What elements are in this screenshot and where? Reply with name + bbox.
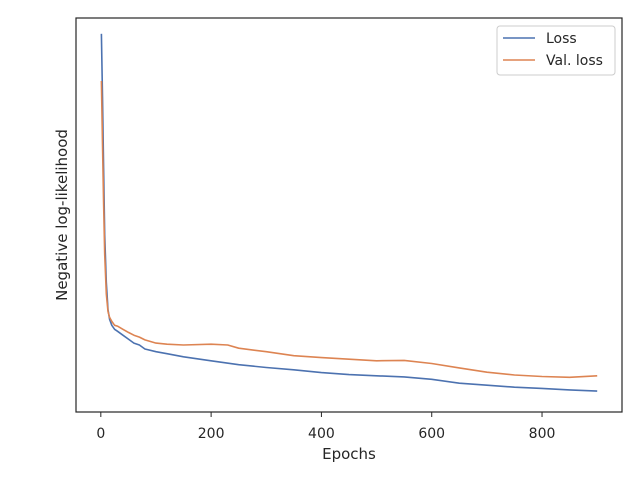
series-line-val-loss: [100, 80, 598, 379]
x-tick-label: 400: [308, 426, 335, 442]
x-axis-ticks: 0 200 400 600 800: [96, 412, 555, 442]
series-lines: [100, 33, 598, 392]
legend-label-loss: Loss: [546, 31, 577, 47]
x-axis-label: Epochs: [322, 445, 376, 463]
x-tick-label: 600: [418, 426, 445, 442]
legend: Loss Val. loss: [496, 25, 616, 76]
x-tick-label: 200: [198, 426, 225, 442]
legend-label-val-loss: Val. loss: [546, 53, 603, 69]
x-tick-label: 800: [529, 426, 556, 442]
x-tick-label: 0: [96, 426, 105, 442]
plot-background: [75, 17, 623, 413]
y-axis-label: Negative log-likelihood: [53, 129, 71, 301]
